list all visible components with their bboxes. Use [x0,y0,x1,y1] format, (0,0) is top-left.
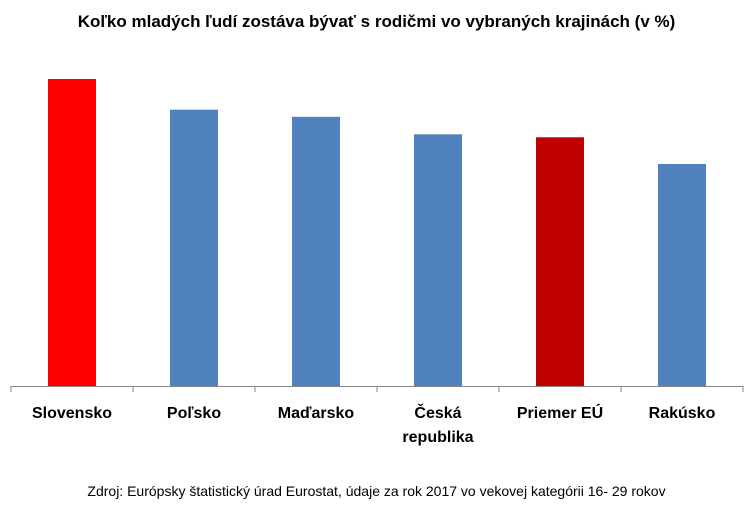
category-label-line: Maďarsko [278,405,355,422]
category-label-1: Poľsko [167,405,221,422]
bar-2 [292,116,340,387]
category-label-line: Slovensko [32,405,112,422]
category-label-2: Maďarsko [278,405,355,422]
source-note: Zdroj: Európsky štatistický úrad Eurosta… [87,483,666,499]
category-label-3: Česká republika [402,403,473,446]
category-label-line: Česká [414,403,461,422]
bar-1 [170,109,218,386]
category-label-5: Rakúsko [649,405,716,422]
category-labels: Slovensko Poľsko Maďarsko Česká republika Pri… [32,403,716,446]
bar-5 [658,164,706,386]
category-label-line: Priemer EÚ [517,403,603,422]
bars-group [48,79,706,387]
bar-0 [48,79,96,386]
category-label-line: Rakúsko [649,405,716,422]
category-label-line: republika [402,429,473,446]
category-label-0: Slovensko [32,405,112,422]
chart-title: Koľko mladých ľudí zostáva bývať s rodič… [77,12,676,31]
x-axis [10,386,744,392]
bar-4 [536,137,584,386]
bar-3 [414,134,462,386]
category-label-4: Priemer EÚ [517,403,603,422]
category-label-line: Poľsko [167,405,221,422]
